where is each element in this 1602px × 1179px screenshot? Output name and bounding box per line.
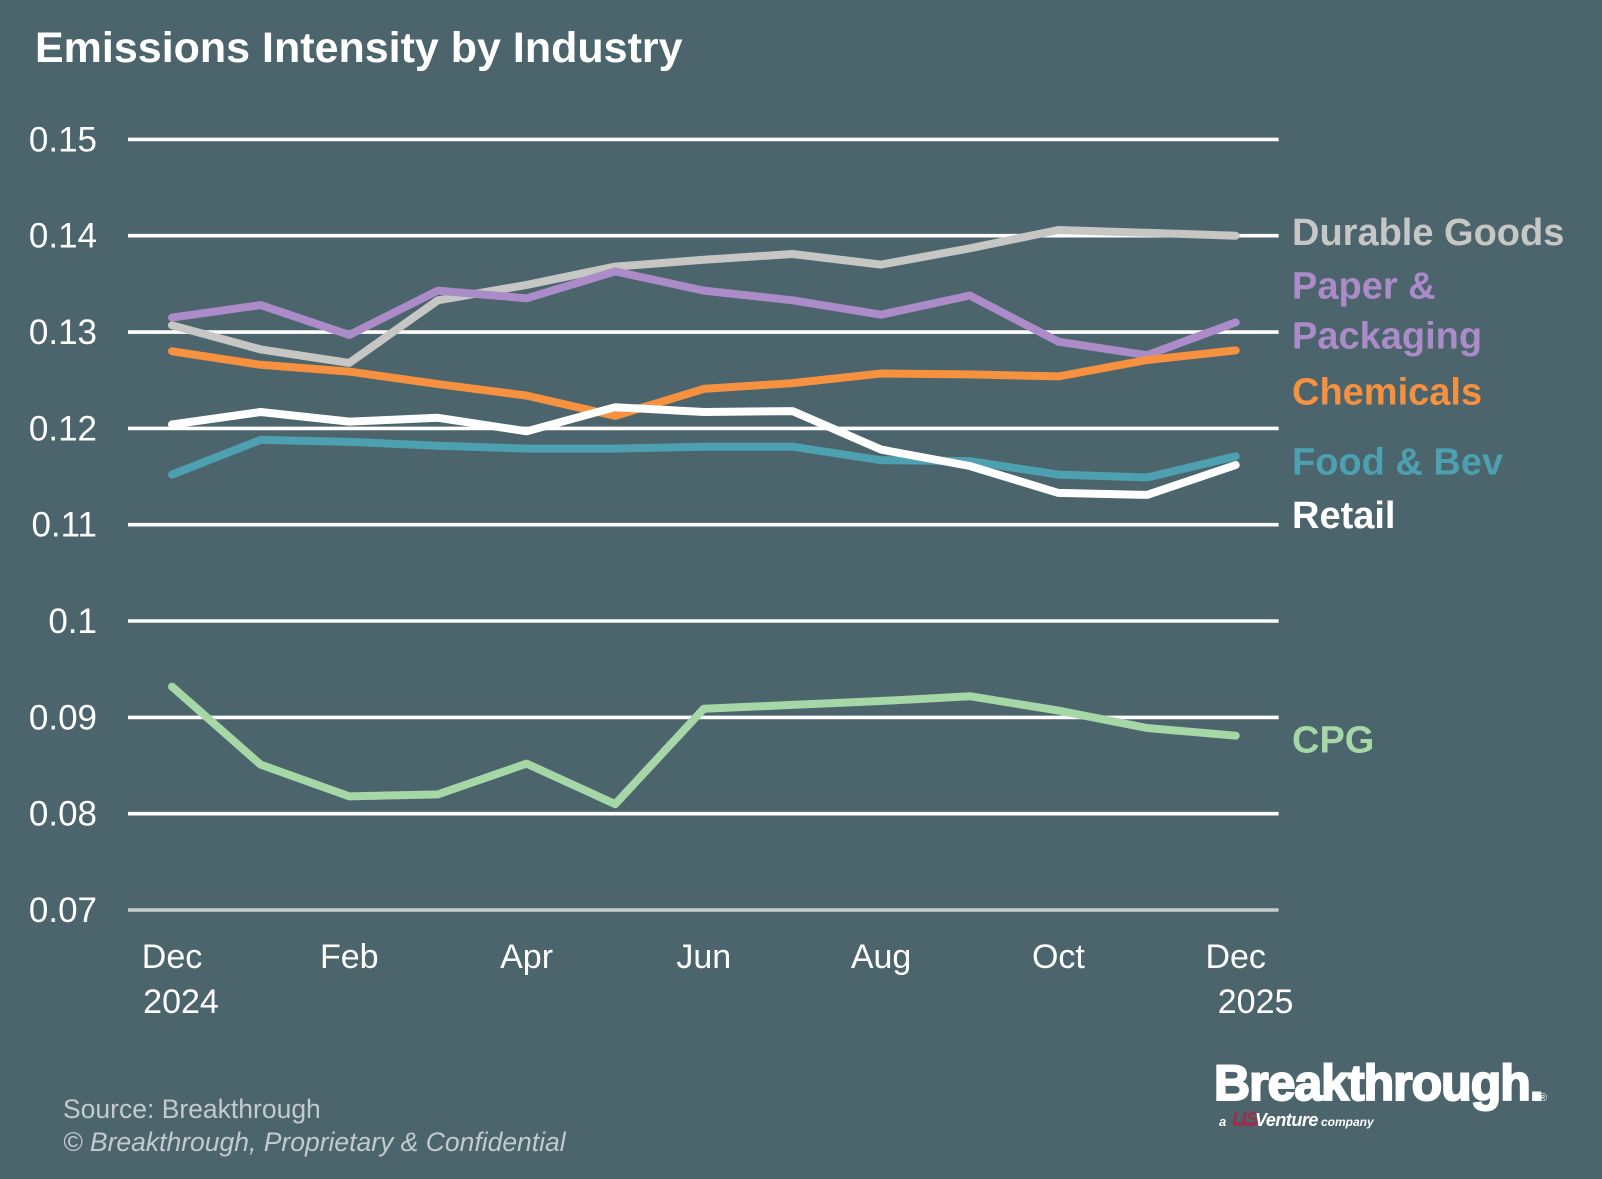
svg-text:Breakthrough.: Breakthrough.	[1214, 1055, 1543, 1111]
svg-text:0.11: 0.11	[31, 506, 97, 545]
svg-text:Source: Breakthrough: Source: Breakthrough	[63, 1094, 321, 1124]
svg-text:2024: 2024	[143, 983, 219, 1021]
svg-text:CPG: CPG	[1292, 720, 1374, 762]
svg-text:company: company	[1321, 1115, 1375, 1129]
svg-text:0.14: 0.14	[29, 217, 97, 256]
svg-text:0.12: 0.12	[29, 409, 97, 448]
svg-text:Durable Goods: Durable Goods	[1292, 212, 1564, 254]
svg-text:Aug: Aug	[851, 938, 912, 976]
svg-text:®: ®	[1539, 1092, 1547, 1104]
svg-text:Chemicals: Chemicals	[1292, 372, 1482, 414]
svg-text:Oct: Oct	[1032, 938, 1085, 976]
svg-text:Food & Bev: Food & Bev	[1292, 442, 1503, 484]
svg-text:0.15: 0.15	[29, 120, 97, 159]
svg-text:© Breakthrough, Proprietary &: © Breakthrough, Proprietary & Confidenti…	[63, 1127, 567, 1157]
svg-text:0.09: 0.09	[29, 698, 97, 737]
svg-text:0.13: 0.13	[29, 313, 97, 352]
svg-text:Retail: Retail	[1292, 495, 1395, 537]
svg-text:0.1: 0.1	[48, 602, 97, 641]
svg-text:Dec: Dec	[142, 938, 202, 976]
svg-text:Paper &: Paper &	[1292, 266, 1436, 308]
svg-text:0.07: 0.07	[29, 891, 97, 930]
svg-text:Venture: Venture	[1255, 1110, 1318, 1130]
svg-text:Feb: Feb	[320, 938, 379, 976]
svg-text:0.08: 0.08	[29, 795, 97, 834]
svg-text:a: a	[1219, 1114, 1226, 1129]
svg-text:Packaging: Packaging	[1292, 316, 1482, 358]
svg-text:Emissions Intensity by Industr: Emissions Intensity by Industry	[35, 24, 683, 72]
svg-text:Jun: Jun	[676, 938, 731, 976]
svg-text:Apr: Apr	[500, 938, 553, 976]
svg-text:Dec: Dec	[1205, 938, 1265, 976]
svg-text:2025: 2025	[1218, 983, 1294, 1021]
